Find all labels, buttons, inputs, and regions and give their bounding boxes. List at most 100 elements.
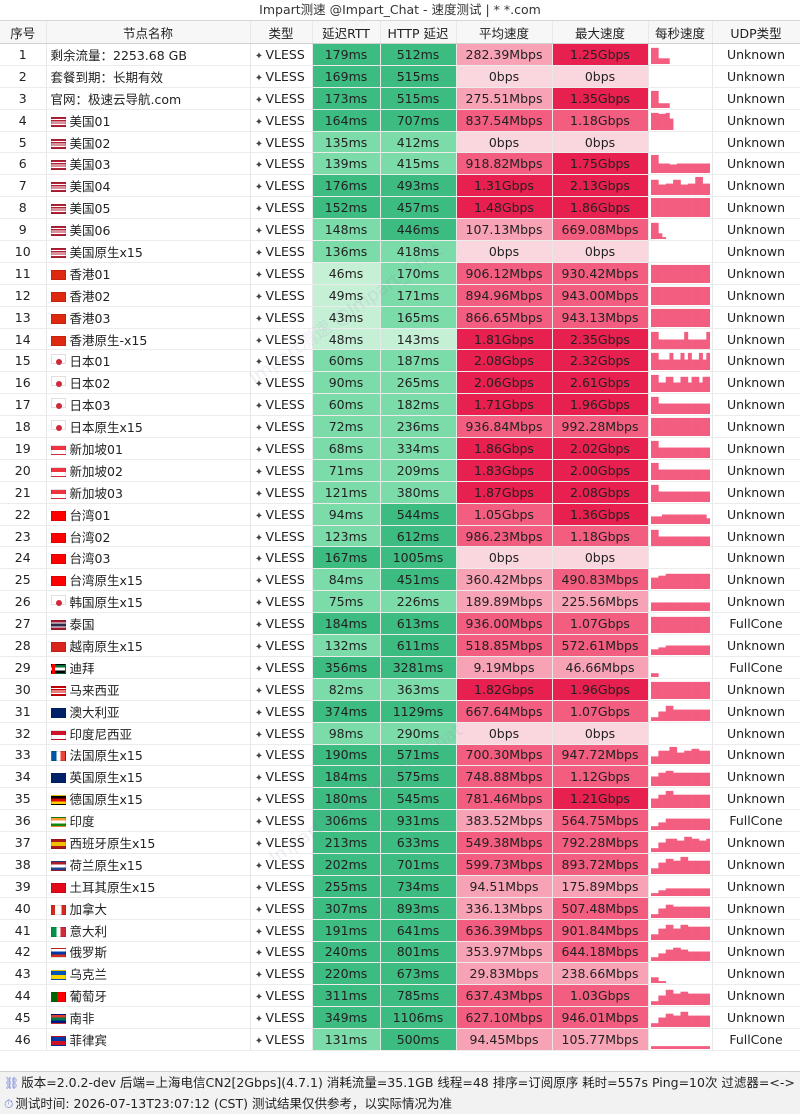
- table-row[interactable]: 14 香港原生-x15 ✦ VLESS 48ms 143ms 1.81Gbps 2.35Gbp…: [0, 328, 800, 351]
- speed-bar: [668, 574, 673, 590]
- row-index: 35: [0, 787, 47, 811]
- table-row[interactable]: 36 印度 ✦ VLESS 306ms 931ms 383.52Mbps 564.75Mbps…: [0, 809, 800, 833]
- speed-bar: [665, 469, 670, 480]
- per-second-cell: [648, 284, 713, 307]
- col-header-udp-type[interactable]: UDP类型: [712, 21, 800, 44]
- table-row[interactable]: 8 美国05 ✦ VLESS 152ms 457ms 1.48Gbps 1.86Gbps Unk…: [0, 196, 800, 220]
- table-row[interactable]: 28 越南原生x15 ✦ VLESS 132ms 611ms 518.85Mbps 572.6…: [0, 634, 800, 657]
- table-row[interactable]: 35 德国原生x15 ✦ VLESS 180ms 545ms 781.46Mbps 1.21G…: [0, 787, 800, 811]
- speed-bar: [661, 418, 666, 437]
- speed-bar: [668, 1013, 673, 1028]
- type-cell: ✦ VLESS: [250, 459, 313, 482]
- speed-bar: [676, 264, 681, 283]
- table-row[interactable]: 24 台湾03 ✦ VLESS 167ms 1005ms 0bps 0bps Unknown: [0, 546, 800, 570]
- speed-bar: [654, 155, 659, 174]
- node-type: VLESS: [265, 966, 305, 982]
- http-latency-cell: 226ms: [380, 590, 457, 614]
- speed-bar: [702, 536, 707, 546]
- speed-bar: [657, 286, 662, 305]
- speed-bar: [650, 353, 655, 371]
- table-row[interactable]: 39 土耳其原生x15 ✦ VLESS 255ms 734ms 94.51Mbps 175.8…: [0, 875, 800, 898]
- type-cell: ✦ VLESS: [250, 284, 313, 307]
- speed-bar: [691, 993, 696, 1006]
- col-header-node-name[interactable]: 节点名称: [46, 21, 251, 44]
- col-header-http-latency[interactable]: HTTP 延迟: [380, 21, 457, 44]
- col-header-index[interactable]: 序号: [0, 21, 47, 44]
- table-row[interactable]: 43 乌克兰 ✦ VLESS 220ms 673ms 29.83Mbps 238.66Mbps…: [0, 962, 800, 986]
- node-name-cell: 台湾原生x15: [46, 568, 251, 592]
- type-cell: ✦ VLESS: [250, 962, 313, 986]
- speed-bar: [687, 602, 692, 612]
- table-row[interactable]: 4 美国01 ✦ VLESS 164ms 707ms 837.54Mbps 1.18Gbps U…: [0, 109, 800, 132]
- node-name: 迪拜: [69, 660, 95, 676]
- table-row[interactable]: 26 韩国原生x15 ✦ VLESS 75ms 226ms 189.89Mbps 225.56…: [0, 590, 800, 614]
- speed-bar: [683, 264, 688, 283]
- table-row[interactable]: 45 南非 ✦ VLESS 349ms 1106ms 627.10Mbps 946.01Mbp…: [0, 1006, 800, 1030]
- table-row[interactable]: 17 日本03 ✦ VLESS 60ms 182ms 1.71Gbps 1.96Gbps Unk…: [0, 393, 800, 417]
- table-row[interactable]: 44 葡萄牙 ✦ VLESS 311ms 785ms 637.43Mbps 1.03Gbps U…: [0, 984, 800, 1008]
- col-header-per-second[interactable]: 每秒速度: [648, 21, 713, 44]
- table-row[interactable]: 40 加拿大 ✦ VLESS 307ms 893ms 336.13Mbps 507.48Mbp…: [0, 897, 800, 920]
- table-row[interactable]: 32 印度尼西亚 ✦ VLESS 98ms 290ms 0bps 0bps Unknown: [0, 722, 800, 745]
- table-row[interactable]: 6 美国03 ✦ VLESS 139ms 415ms 918.82Mbps 1.75Gbps U…: [0, 152, 800, 176]
- table-row[interactable]: 38 荷兰原生x15 ✦ VLESS 202ms 701ms 599.73Mbps 893.7…: [0, 853, 800, 876]
- table-row[interactable]: 15 日本01 ✦ VLESS 60ms 187ms 2.08Gbps 2.32Gbps Unk…: [0, 349, 800, 373]
- http-latency-cell: 457ms: [380, 196, 457, 220]
- type-cell: ✦ VLESS: [250, 875, 313, 898]
- node-name-cell: 意大利: [46, 919, 251, 942]
- table-row[interactable]: 41 意大利 ✦ VLESS 191ms 641ms 636.39Mbps 901.84Mbp…: [0, 919, 800, 942]
- table-row[interactable]: 33 法国原生x15 ✦ VLESS 190ms 571ms 700.30Mbps 947.7…: [0, 744, 800, 767]
- type-cell: ✦ VLESS: [250, 765, 313, 789]
- node-name-cell: 泰国: [46, 612, 251, 636]
- table-row[interactable]: 16 日本02 ✦ VLESS 90ms 265ms 2.06Gbps 2.61Gbps Unk…: [0, 371, 800, 395]
- speed-bar: [698, 418, 703, 437]
- row-index: 28: [0, 634, 47, 657]
- table-row[interactable]: 29 迪拜 ✦ VLESS 356ms 3281ms 9.19Mbps 46.66Mbps Fu…: [0, 656, 800, 679]
- table-row[interactable]: 3 官网：极速云导航.com ✦ VLESS 173ms 515ms 275.51Mbps 1…: [0, 87, 800, 110]
- speed-bar: [654, 112, 659, 130]
- table-row[interactable]: 21 新加坡03 ✦ VLESS 121ms 380ms 1.87Gbps 2.08Gbps U…: [0, 481, 800, 504]
- speed-bar: [691, 838, 696, 852]
- table-row[interactable]: 2 套餐到期：长期有效 ✦ VLESS 169ms 515ms 0bps 0bps Unknow…: [0, 65, 800, 88]
- protocol-icon: ✦: [254, 795, 264, 807]
- table-row[interactable]: 1 剩余流量：2253.68 GB ✦ VLESS 179ms 512ms 282.39Mb…: [0, 43, 800, 66]
- col-header-rtt[interactable]: 延迟RTT: [312, 21, 381, 44]
- table-row[interactable]: 46 菲律宾 ✦ VLESS 131ms 500ms 94.45Mbps 105.77Mbps…: [0, 1028, 800, 1051]
- node-type: VLESS: [265, 178, 305, 194]
- node-name-cell: 剩余流量：2253.68 GB: [46, 43, 251, 66]
- protocol-icon: ✦: [254, 817, 264, 829]
- speed-bar: [654, 1023, 659, 1028]
- table-row[interactable]: 12 香港02 ✦ VLESS 49ms 171ms 894.96Mbps 943.00Mbp…: [0, 284, 800, 307]
- udp-type-cell: Unknown: [712, 131, 800, 154]
- table-row[interactable]: 27 泰国 ✦ VLESS 184ms 613ms 936.00Mbps 1.07Gbps Fu…: [0, 612, 800, 636]
- table-row[interactable]: 20 新加坡02 ✦ VLESS 71ms 209ms 1.83Gbps 2.00Gbps Un…: [0, 459, 800, 482]
- table-row[interactable]: 9 美国06 ✦ VLESS 148ms 446ms 107.13Mbps 669.08Mbp…: [0, 218, 800, 242]
- speed-bar: [657, 184, 662, 196]
- rtt-cell: 311ms: [312, 984, 381, 1008]
- col-header-type[interactable]: 类型: [250, 21, 313, 44]
- table-row[interactable]: 34 英国原生x15 ✦ VLESS 184ms 575ms 748.88Mbps 1.12G…: [0, 765, 800, 789]
- speed-bar: [672, 382, 677, 393]
- col-header-avg-speed[interactable]: 平均速度: [456, 21, 553, 44]
- result-table: 序号 节点名称 类型 延迟RTT HTTP 延迟 平均速度 最大速度 每秒速度 …: [0, 21, 800, 1051]
- table-row[interactable]: 31 澳大利亚 ✦ VLESS 374ms 1129ms 667.64Mbps 1.07Gbp…: [0, 700, 800, 723]
- table-row[interactable]: 13 香港03 ✦ VLESS 43ms 165ms 866.65Mbps 943.13Mbp…: [0, 306, 800, 329]
- col-header-max-speed[interactable]: 最大速度: [552, 21, 649, 44]
- protocol-icon: ✦: [254, 50, 264, 62]
- table-row[interactable]: 10 美国原生x15 ✦ VLESS 136ms 418ms 0bps 0bps Unknown: [0, 240, 800, 263]
- table-row[interactable]: 42 俄罗斯 ✦ VLESS 240ms 801ms 353.97Mbps 644.18Mbp…: [0, 941, 800, 964]
- table-row[interactable]: 5 美国02 ✦ VLESS 135ms 412ms 0bps 0bps Unknown: [0, 131, 800, 154]
- table-row[interactable]: 37 西班牙原生x15 ✦ VLESS 213ms 633ms 549.38Mbps 792.…: [0, 831, 800, 854]
- http-latency-cell: 334ms: [380, 437, 457, 460]
- speed-bar: [668, 286, 673, 305]
- table-row[interactable]: 18 日本原生x15 ✦ VLESS 72ms 236ms 936.84Mbps 992.28…: [0, 415, 800, 439]
- table-row[interactable]: 30 马来西亚 ✦ VLESS 82ms 363ms 1.82Gbps 1.96Gbps Unk…: [0, 678, 800, 701]
- table-row[interactable]: 19 新加坡01 ✦ VLESS 68ms 334ms 1.86Gbps 2.02Gbps Un…: [0, 437, 800, 460]
- table-row[interactable]: 25 台湾原生x15 ✦ VLESS 84ms 451ms 360.42Mbps 490.83…: [0, 568, 800, 592]
- max-speed-cell: 2.13Gbps: [552, 174, 649, 198]
- speed-bar: [705, 403, 710, 415]
- table-row[interactable]: 7 美国04 ✦ VLESS 176ms 493ms 1.31Gbps 2.13Gbps Unk…: [0, 174, 800, 198]
- table-row[interactable]: 11 香港01 ✦ VLESS 46ms 170ms 906.12Mbps 930.42Mbp…: [0, 262, 800, 285]
- table-row[interactable]: 23 台湾02 ✦ VLESS 123ms 612ms 986.23Mbps 1.18Gbps…: [0, 525, 800, 548]
- table-row[interactable]: 22 台湾01 ✦ VLESS 94ms 544ms 1.05Gbps 1.36Gbps Unk…: [0, 503, 800, 526]
